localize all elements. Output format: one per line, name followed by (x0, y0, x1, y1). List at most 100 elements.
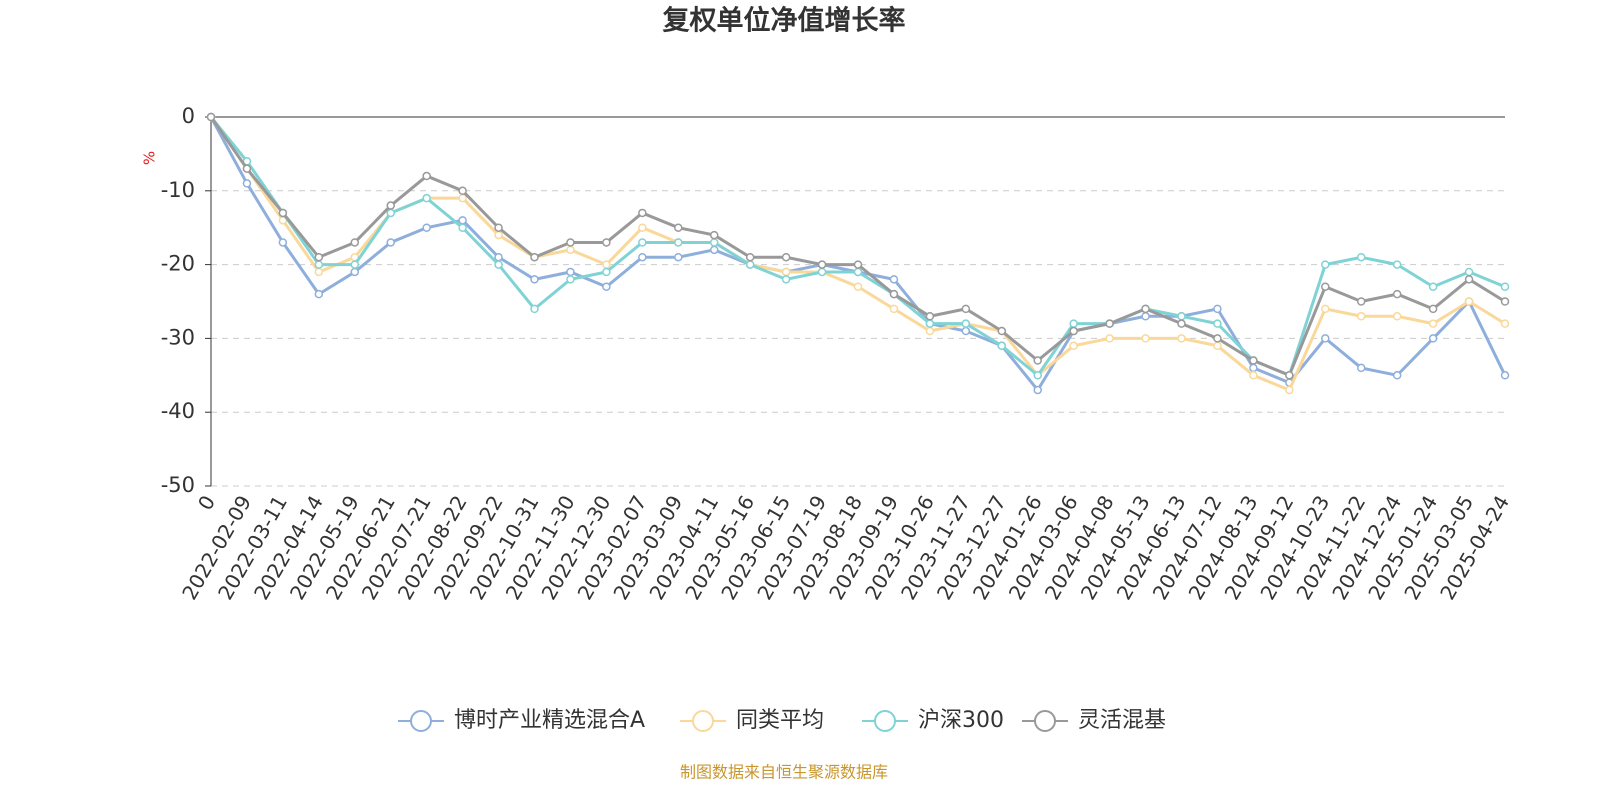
point-marker (1141, 304, 1150, 314)
point-marker (709, 230, 719, 240)
point-marker (566, 267, 575, 277)
point-marker (1213, 334, 1222, 343)
legend-label: 沪深300 (918, 708, 1004, 733)
point-marker (781, 267, 791, 277)
point-marker (638, 238, 647, 247)
point-marker (458, 223, 467, 232)
point-marker (350, 238, 360, 247)
legend-item: 沪深300 (862, 708, 1004, 733)
point-marker (494, 260, 503, 269)
point-marker (1249, 363, 1258, 373)
point-marker (745, 252, 755, 262)
point-marker (566, 275, 575, 284)
point-marker (314, 267, 324, 277)
point-marker (1069, 341, 1078, 351)
point-marker (1141, 334, 1150, 343)
point-marker (889, 289, 899, 299)
point-marker (1249, 371, 1258, 380)
point-marker (1177, 319, 1186, 328)
point-marker (1500, 319, 1510, 328)
point-marker (1033, 385, 1042, 395)
point-marker (314, 289, 324, 299)
point-marker (1105, 319, 1114, 328)
point-marker (1105, 334, 1114, 343)
point-marker (1356, 252, 1366, 262)
point-marker (1141, 312, 1150, 321)
y-tick-label: -20 (161, 252, 195, 276)
point-marker (386, 201, 395, 210)
point-marker (1392, 289, 1402, 299)
point-marker (602, 267, 611, 277)
point-marker (1392, 312, 1402, 321)
point-marker (422, 171, 431, 181)
y-tick-label: -40 (161, 399, 195, 423)
point-marker (206, 112, 216, 122)
point-marker (422, 223, 431, 232)
series-line (209, 116, 1507, 393)
x-tick-label: 0 (193, 491, 220, 514)
point-marker (817, 267, 827, 277)
point-marker (278, 208, 288, 218)
point-marker (709, 238, 719, 247)
point-marker (674, 238, 683, 247)
legend-marker (874, 710, 896, 732)
legend-label: 同类平均 (736, 708, 824, 733)
point-marker (458, 186, 467, 196)
point-marker (566, 245, 575, 255)
legend-marker (410, 710, 432, 732)
point-marker (638, 208, 647, 218)
legend-label: 博时产业精选混合A (454, 708, 645, 733)
point-marker (925, 312, 935, 321)
legend-item: 同类平均 (680, 708, 824, 733)
point-marker (1069, 326, 1078, 336)
point-marker (1500, 371, 1510, 380)
point-marker (997, 326, 1007, 336)
point-marker (350, 260, 360, 269)
point-marker (1285, 385, 1294, 395)
point-marker (602, 282, 611, 291)
point-marker (458, 193, 467, 203)
point-marker (889, 304, 899, 314)
point-marker (1428, 334, 1438, 343)
chart-title: 复权单位净值增长率 (663, 5, 906, 37)
point-marker (1321, 334, 1330, 343)
point-marker (422, 193, 431, 203)
point-marker (458, 216, 467, 225)
series-line (209, 116, 1506, 393)
legend-item: 博时产业精选混合A (398, 708, 645, 733)
point-marker (1321, 304, 1330, 314)
point-marker (1356, 297, 1366, 306)
point-marker (242, 164, 252, 173)
point-marker (1321, 260, 1330, 269)
point-marker (242, 179, 252, 188)
point-marker (350, 267, 360, 277)
point-marker (386, 208, 395, 218)
point-marker (674, 252, 683, 262)
point-marker (745, 260, 755, 269)
point-marker (1321, 282, 1330, 291)
point-marker (781, 275, 791, 284)
source-note: 制图数据来自恒生聚源数据库 (680, 763, 888, 782)
point-marker (709, 245, 719, 255)
point-marker (530, 275, 539, 284)
y-tick-label: -30 (161, 325, 195, 349)
y-axis-label: % (141, 151, 159, 165)
point-marker (961, 304, 971, 314)
point-marker (278, 238, 288, 247)
point-marker (1428, 304, 1438, 314)
point-marker (638, 223, 647, 232)
series-line (209, 116, 1506, 378)
legend-marker (692, 710, 714, 732)
point-marker (566, 238, 575, 247)
y-tick-label: 0 (182, 104, 195, 128)
point-marker (1069, 319, 1078, 328)
point-marker (1249, 356, 1258, 365)
point-marker (1392, 260, 1402, 269)
point-marker (1500, 282, 1510, 291)
point-marker (925, 326, 935, 336)
point-marker (1213, 341, 1222, 351)
point-marker (638, 252, 647, 262)
point-marker (997, 341, 1007, 351)
legend-item: 灵活混基 (1022, 708, 1166, 733)
